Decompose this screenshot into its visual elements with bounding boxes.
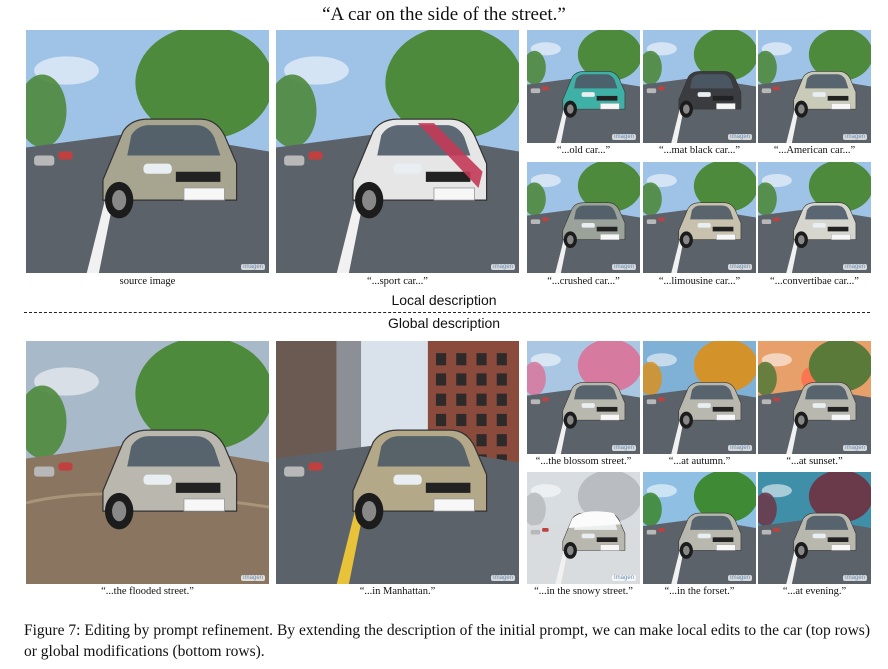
imagen-watermark: Imagen <box>611 134 636 140</box>
evening-image: Imagen <box>758 472 871 584</box>
caption-forest: “...in the forset.” <box>664 586 735 597</box>
imagen-watermark: Imagen <box>727 575 752 581</box>
caption-mat-black-car: “...mat black car...” <box>658 145 741 156</box>
snowy-street-image: Imagen <box>527 472 640 584</box>
imagen-watermark: Imagen <box>727 264 752 270</box>
imagen-watermark: Imagen <box>240 575 265 581</box>
blossom-street-image: Imagen <box>527 341 640 454</box>
source-image: Imagen <box>26 30 269 273</box>
imagen-watermark: Imagen <box>611 264 636 270</box>
caption-snowy-street: “...in the snowy street.” <box>534 586 633 597</box>
imagen-watermark: Imagen <box>727 134 752 140</box>
crushed-car-image: Imagen <box>527 162 640 273</box>
imagen-watermark: Imagen <box>240 264 265 270</box>
imagen-watermark: Imagen <box>490 264 515 270</box>
imagen-watermark: Imagen <box>842 134 867 140</box>
imagen-watermark: Imagen <box>611 445 636 451</box>
convertible-car-image: Imagen <box>758 162 871 273</box>
caption-blossom-street: “...the blossom street.” <box>535 456 632 467</box>
mat-black-car-image: Imagen <box>643 30 756 143</box>
caption-flooded-street: “...the flooded street.” <box>101 586 194 597</box>
caption-evening: “...at evening.” <box>782 586 847 597</box>
global-description-label: Global description <box>387 315 501 331</box>
caption-sport-car: “...sport car...” <box>367 276 428 287</box>
imagen-watermark: Imagen <box>842 264 867 270</box>
caption-convertible-car: “...convertibae car...” <box>770 276 859 287</box>
imagen-watermark: Imagen <box>842 445 867 451</box>
imagen-watermark: Imagen <box>727 445 752 451</box>
caption-limousine-car: “...limousine car...” <box>658 276 741 287</box>
limousine-car-image: Imagen <box>643 162 756 273</box>
autumn-image: Imagen <box>643 341 756 454</box>
caption-manhattan: “...in Manhattan.” <box>359 586 436 597</box>
caption-crushed-car: “...crushed car...” <box>547 276 620 287</box>
imagen-watermark: Imagen <box>490 575 515 581</box>
local-description-label: Local description <box>391 292 497 308</box>
old-car-image: Imagen <box>527 30 640 143</box>
caption-american-car: “...American car...” <box>773 145 856 156</box>
sport-car-image: Imagen <box>276 30 519 273</box>
caption-sunset: “...at sunset.” <box>786 456 843 467</box>
forest-image: Imagen <box>643 472 756 584</box>
caption-source-image: source image <box>119 276 176 287</box>
manhattan-image: Imagen <box>276 341 519 584</box>
section-divider <box>24 312 870 313</box>
american-car-image: Imagen <box>758 30 871 143</box>
figure-title: “A car on the side of the street.” <box>322 4 566 25</box>
caption-old-car: “...old car...” <box>556 145 611 156</box>
sunset-image: Imagen <box>758 341 871 454</box>
flooded-street-image: Imagen <box>26 341 269 584</box>
imagen-watermark: Imagen <box>842 575 867 581</box>
caption-autumn: “...at autumn.” <box>668 456 731 467</box>
figure-caption: Figure 7: Editing by prompt refinement. … <box>24 622 870 660</box>
imagen-watermark: Imagen <box>611 575 636 581</box>
